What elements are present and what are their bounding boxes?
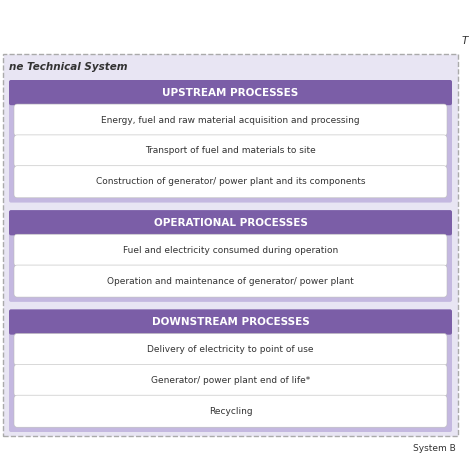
Text: Energy, fuel and raw material acquisition and processing: Energy, fuel and raw material acquisitio… [101, 116, 360, 125]
FancyBboxPatch shape [14, 104, 447, 136]
Text: UPSTREAM PROCESSES: UPSTREAM PROCESSES [163, 88, 299, 98]
Text: Transport of fuel and materials to site: Transport of fuel and materials to site [145, 146, 316, 155]
Text: System B: System B [413, 444, 456, 453]
FancyBboxPatch shape [14, 365, 447, 396]
Text: DOWNSTREAM PROCESSES: DOWNSTREAM PROCESSES [152, 317, 310, 327]
Text: Recycling: Recycling [209, 407, 252, 416]
Text: Fuel and electricity consumed during operation: Fuel and electricity consumed during ope… [123, 246, 338, 255]
FancyBboxPatch shape [9, 210, 452, 236]
FancyBboxPatch shape [14, 265, 447, 297]
Text: Generator/ power plant end of life*: Generator/ power plant end of life* [151, 376, 310, 385]
FancyBboxPatch shape [14, 334, 447, 365]
Text: Operation and maintenance of generator/ power plant: Operation and maintenance of generator/ … [107, 276, 354, 285]
FancyBboxPatch shape [9, 210, 452, 302]
FancyBboxPatch shape [14, 135, 447, 167]
FancyBboxPatch shape [9, 80, 452, 105]
FancyBboxPatch shape [14, 166, 447, 198]
FancyBboxPatch shape [9, 80, 452, 202]
FancyBboxPatch shape [9, 310, 452, 335]
FancyBboxPatch shape [14, 234, 447, 266]
Text: Construction of generator/ power plant and its components: Construction of generator/ power plant a… [96, 177, 365, 186]
FancyBboxPatch shape [3, 54, 458, 436]
FancyBboxPatch shape [14, 395, 447, 427]
Text: OPERATIONAL PROCESSES: OPERATIONAL PROCESSES [154, 218, 308, 228]
Text: T: T [462, 36, 468, 46]
Text: Delivery of electricity to point of use: Delivery of electricity to point of use [147, 345, 314, 354]
Text: ne Technical System: ne Technical System [9, 62, 128, 72]
FancyBboxPatch shape [9, 310, 452, 432]
